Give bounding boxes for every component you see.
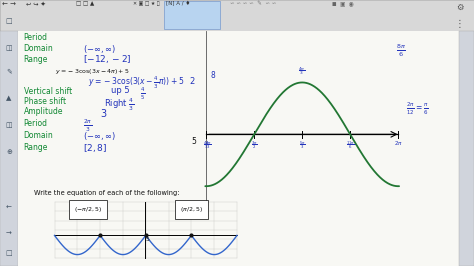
Text: ⊕: ⊕ <box>6 149 12 155</box>
Text: $y=-3\cos(3(x-\frac{4}{3}\pi))+5$: $y=-3\cos(3(x-\frac{4}{3}\pi))+5$ <box>88 74 184 91</box>
Text: ✕ ▣ □ ★ 🌿: ✕ ▣ □ ★ 🌿 <box>133 1 159 6</box>
Text: $\frac{4\pi}{3}$: $\frac{4\pi}{3}$ <box>205 139 212 151</box>
Text: ◫: ◫ <box>6 122 12 128</box>
Text: □ □ ▲: □ □ ▲ <box>76 1 94 6</box>
Text: Period: Period <box>24 33 48 42</box>
Text: ◫: ◫ <box>6 45 12 51</box>
Text: $\frac{5\pi}{3}$: $\frac{5\pi}{3}$ <box>299 139 306 151</box>
Text: □: □ <box>6 250 12 256</box>
Text: [N] A / ♦: [N] A / ♦ <box>166 2 190 7</box>
Bar <box>18 31 459 266</box>
Text: □: □ <box>6 18 12 24</box>
Bar <box>164 1 220 29</box>
Text: Phase shift: Phase shift <box>24 97 66 106</box>
Text: Period: Period <box>24 119 48 128</box>
Text: Range: Range <box>24 143 48 152</box>
Text: $\frac{2\pi}{3}$: $\frac{2\pi}{3}$ <box>83 118 92 134</box>
Text: Domain: Domain <box>24 131 54 140</box>
Text: ⚙: ⚙ <box>456 3 464 12</box>
Text: ← →: ← → <box>2 1 17 7</box>
Text: ▲: ▲ <box>6 95 12 101</box>
Bar <box>0 31 18 266</box>
Text: $(-\pi/2, 5)$: $(-\pi/2, 5)$ <box>73 205 102 214</box>
Text: up 5: up 5 <box>111 86 130 95</box>
Text: $2\pi$: $2\pi$ <box>394 139 402 147</box>
Text: ↩ ↪ ✦: ↩ ↪ ✦ <box>26 1 46 6</box>
Text: $(\pi/2, 5)$: $(\pi/2, 5)$ <box>181 205 203 214</box>
Text: Vertical shift: Vertical shift <box>24 87 72 96</box>
Text: $\frac{4}{5}$: $\frac{4}{5}$ <box>140 86 145 102</box>
Text: →: → <box>6 231 12 237</box>
Text: Write the equation of each of the following:: Write the equation of each of the follow… <box>34 190 180 196</box>
Text: Amplitude: Amplitude <box>24 107 63 117</box>
Text: 2: 2 <box>189 77 195 86</box>
Text: $3$: $3$ <box>100 107 107 119</box>
Text: Domain: Domain <box>24 44 54 53</box>
Text: ∽ ∽ ∽ ∽  ✎  ∽ ∽: ∽ ∽ ∽ ∽ ✎ ∽ ∽ <box>230 1 276 6</box>
Text: $y=-3\cos(3x-4\pi)+5$: $y=-3\cos(3x-4\pi)+5$ <box>55 66 129 76</box>
Text: ◼  ▣  ◉: ◼ ▣ ◉ <box>332 1 354 6</box>
Text: $\frac{3\pi}{2}$: $\frac{3\pi}{2}$ <box>251 139 257 151</box>
Text: 8: 8 <box>211 71 216 80</box>
Text: 5: 5 <box>146 237 149 242</box>
Text: ✎: ✎ <box>6 69 12 75</box>
Text: $\frac{4\pi}{3}$: $\frac{4\pi}{3}$ <box>299 65 306 77</box>
Bar <box>0 0 474 31</box>
Text: Right $\frac{4}{3}$: Right $\frac{4}{3}$ <box>104 96 135 113</box>
Text: $[2,8]$: $[2,8]$ <box>83 142 107 153</box>
Bar <box>459 31 474 266</box>
Text: $[-12,-2]$: $[-12,-2]$ <box>83 53 132 65</box>
Text: $\frac{2\pi}{12}=\frac{\pi}{6}$: $\frac{2\pi}{12}=\frac{\pi}{6}$ <box>406 101 428 117</box>
Text: Range: Range <box>24 55 48 64</box>
Text: ⋮: ⋮ <box>455 19 465 29</box>
Text: $\frac{8\pi}{6}$: $\frac{8\pi}{6}$ <box>396 43 405 59</box>
Text: $(-\infty, \infty)$: $(-\infty, \infty)$ <box>83 130 116 142</box>
Text: $(-\infty, \infty)$: $(-\infty, \infty)$ <box>83 43 116 55</box>
Text: ←: ← <box>6 205 12 210</box>
Text: 5: 5 <box>192 137 197 146</box>
Text: $\frac{11\pi}{6}$: $\frac{11\pi}{6}$ <box>346 139 355 151</box>
Text: $\frac{4\pi}{3}$: $\frac{4\pi}{3}$ <box>203 139 210 151</box>
